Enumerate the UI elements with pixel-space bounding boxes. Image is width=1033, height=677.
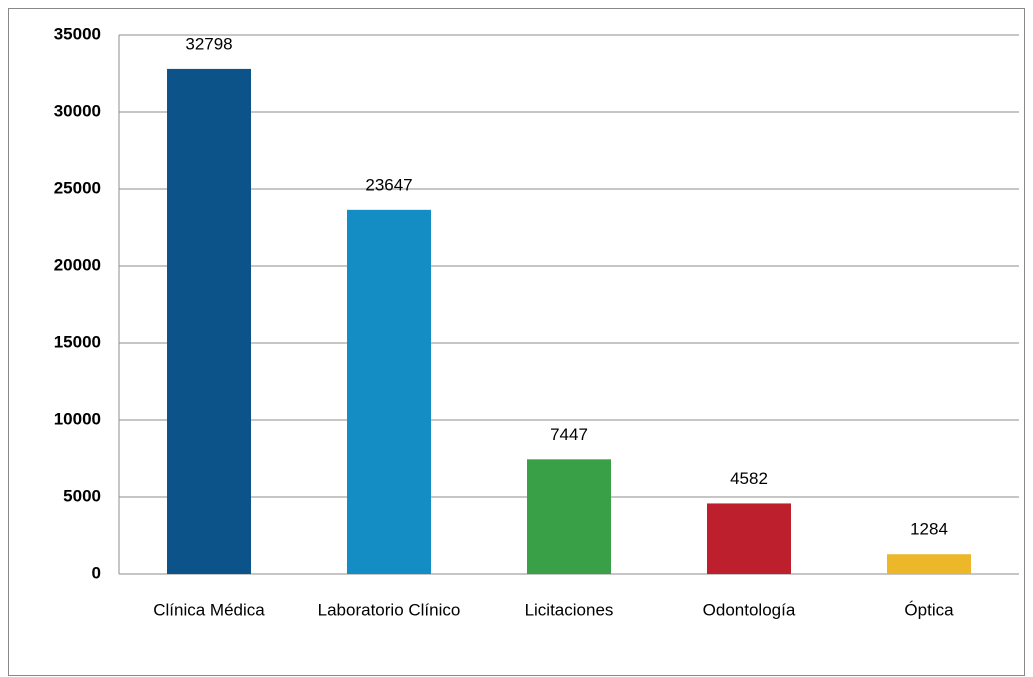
y-tick-label: 0 <box>92 563 101 582</box>
value-label: 4582 <box>730 469 768 488</box>
y-tick-label: 15000 <box>54 332 101 351</box>
y-tick-label: 5000 <box>63 486 101 505</box>
chart-frame <box>8 8 1025 676</box>
x-tick-label: Laboratorio Clínico <box>318 600 461 619</box>
bar <box>167 68 251 574</box>
bar <box>887 554 971 574</box>
y-tick-label: 10000 <box>54 409 101 428</box>
value-label: 23647 <box>365 175 412 194</box>
bar <box>527 459 611 574</box>
y-tick-label: 35000 <box>54 24 101 43</box>
bar <box>707 503 791 574</box>
x-tick-label: Licitaciones <box>525 600 614 619</box>
x-tick-label: Óptica <box>904 600 954 619</box>
value-label: 7447 <box>550 425 588 444</box>
y-tick-label: 30000 <box>54 101 101 120</box>
value-label: 32798 <box>185 34 232 53</box>
bar <box>347 209 431 575</box>
x-tick-label: Odontología <box>703 600 796 619</box>
value-label: 1284 <box>910 520 948 539</box>
y-tick-label: 25000 <box>54 178 101 197</box>
x-tick-label: Clínica Médica <box>153 600 265 619</box>
y-tick-label: 20000 <box>54 255 101 274</box>
